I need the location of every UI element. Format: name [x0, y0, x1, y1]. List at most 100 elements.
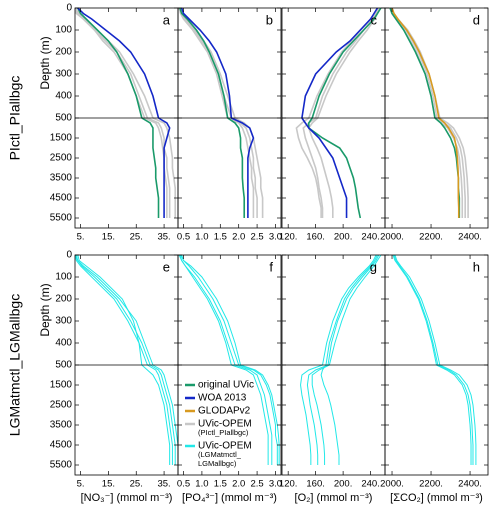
panel-letter: e	[163, 259, 170, 274]
x-tick-label: 2.0	[232, 479, 245, 490]
y-tick-label: 2500	[50, 400, 73, 411]
legend-text: UVic-OPEM	[198, 441, 252, 452]
legend-text: (PIctl_PIallbgc)	[198, 428, 249, 437]
profile-line	[238, 364, 278, 465]
profile-line	[306, 364, 329, 465]
x-tick-label: 5.	[77, 479, 85, 490]
profile-line	[393, 255, 439, 366]
profile-line	[311, 8, 382, 119]
profile-line	[301, 117, 348, 218]
profile-line	[392, 255, 437, 366]
profile-line	[75, 8, 149, 119]
y-tick-label: 100	[55, 25, 72, 36]
profile-line	[75, 255, 151, 366]
y-tick-label: 1500	[50, 380, 73, 391]
x-tick-label: 1.5	[214, 232, 227, 243]
profile-line	[152, 117, 177, 218]
y-tick-label: 400	[55, 91, 72, 102]
profile-line	[178, 255, 232, 366]
y-tick-label: 3500	[50, 420, 73, 431]
profile-line	[147, 364, 173, 465]
profile-line	[77, 255, 143, 366]
y-tick-label: 2500	[50, 153, 73, 164]
profile-line	[307, 117, 362, 219]
profile-line	[141, 364, 171, 465]
y-tick-label: 300	[55, 69, 72, 80]
profile-line	[437, 364, 474, 465]
x-tick-label: 15.	[102, 232, 115, 243]
y-tick-label: 4500	[50, 440, 73, 451]
panel-letter: f	[269, 259, 273, 274]
panel-letter: g	[370, 259, 377, 274]
x-tick-label: 2400.	[458, 479, 482, 490]
panel-letter: h	[473, 259, 480, 274]
x-axis-label: [PO₄³⁻] (mmol m⁻³)	[182, 492, 277, 504]
profile-line	[227, 117, 255, 218]
row-label: PIctl_PIallbgc	[7, 76, 23, 161]
y-tick-label: 1500	[50, 133, 73, 144]
x-tick-label: 2400.	[458, 232, 482, 243]
profile-line	[181, 255, 242, 366]
x-axis-label: [NO₃⁻] (mmol m⁻³)	[81, 492, 173, 504]
profile-line	[77, 8, 143, 119]
x-tick-label: 2000.	[380, 479, 404, 490]
profile-line	[322, 255, 377, 366]
profile-line	[320, 364, 340, 465]
profile-line	[436, 364, 472, 465]
profile-line	[77, 8, 160, 119]
x-axis-label: [O₂] (mmol m⁻³)	[295, 492, 373, 504]
panel-letter: b	[266, 12, 273, 27]
plot-area	[300, 255, 382, 465]
plot-area	[178, 8, 264, 218]
profile-line	[439, 364, 477, 465]
profile-line	[328, 255, 382, 366]
y-tick-label: 500	[55, 113, 72, 124]
profile-line	[240, 364, 280, 465]
legend-text: UVic-OPEM	[198, 419, 252, 430]
profile-line	[158, 117, 171, 218]
x-tick-label: 5.	[77, 232, 85, 243]
y-tick-label: 5500	[50, 460, 73, 471]
y-tick-label: 400	[55, 338, 72, 349]
profile-line	[75, 8, 146, 119]
y-tick-label: 300	[55, 316, 72, 327]
profile-line	[152, 364, 178, 465]
legend-text: GLODAPv2	[198, 406, 251, 417]
profile-line	[295, 117, 322, 218]
x-tick-label: 2000.	[380, 232, 404, 243]
plot-area	[75, 255, 178, 465]
profile-line	[439, 117, 469, 218]
x-tick-label: 35.	[157, 232, 170, 243]
x-tick-label: 2.5	[250, 232, 263, 243]
x-tick-label: 0.5	[177, 479, 190, 490]
x-tick-label: 25.	[130, 232, 143, 243]
x-tick-label: 1.0	[195, 479, 208, 490]
y-tick-label: 3500	[50, 173, 73, 184]
x-tick-label: 160.	[306, 479, 325, 490]
profile-line	[300, 364, 323, 465]
profile-line	[302, 117, 324, 218]
profile-line	[231, 117, 255, 218]
x-tick-label: 25.	[130, 479, 143, 490]
profile-line	[75, 255, 148, 366]
x-tick-label: 3.0	[269, 232, 282, 243]
profile-line	[301, 8, 379, 119]
profile-line	[179, 8, 229, 119]
legend-text: WOA 2013	[198, 393, 247, 404]
x-tick-label: 2.0	[232, 232, 245, 243]
panel-letter: d	[473, 12, 480, 27]
x-tick-label: 1.5	[214, 479, 227, 490]
profile-line	[147, 117, 171, 218]
profile-line	[231, 364, 269, 465]
legend-text: (LGMatmctl_	[198, 450, 242, 459]
row-label: LGMatmctl_LGMallbgc	[7, 294, 23, 436]
profile-line	[394, 255, 441, 366]
profile-line	[314, 8, 380, 119]
x-tick-label: 240.	[361, 479, 380, 490]
x-tick-label: 200.	[334, 479, 353, 490]
y-tick-label: 500	[55, 360, 72, 371]
x-tick-label: 120.	[279, 232, 298, 243]
plot-area	[295, 8, 382, 219]
y-tick-label: 4500	[50, 193, 73, 204]
